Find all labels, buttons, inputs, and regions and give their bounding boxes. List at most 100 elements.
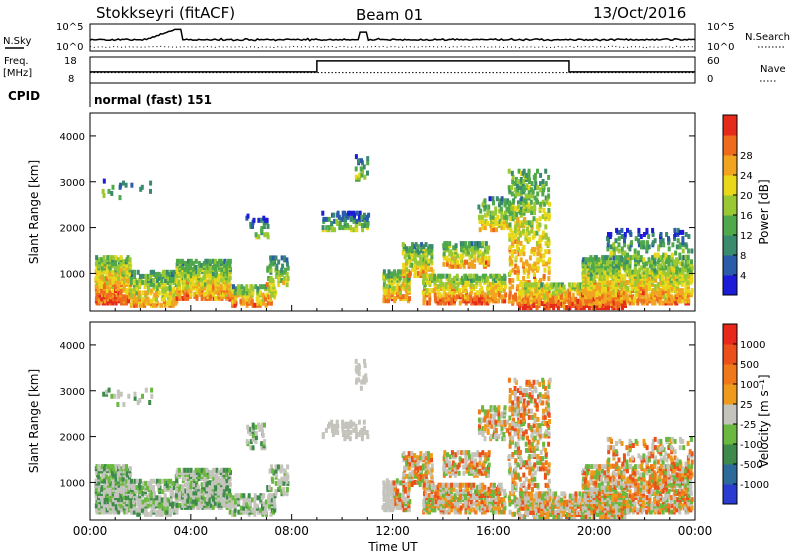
data-cell (236, 493, 240, 499)
data-cell (382, 294, 386, 300)
data-cell (522, 185, 526, 191)
data-cell (418, 260, 422, 266)
data-cell (530, 294, 534, 300)
data-cell (510, 240, 514, 246)
data-cell (464, 503, 468, 509)
data-cell (511, 284, 515, 290)
data-cell (209, 474, 213, 479)
data-cell (593, 273, 597, 279)
freq-label: Freq. (4, 56, 29, 67)
data-cell (122, 402, 126, 407)
data-cell (280, 267, 284, 273)
data-cell (539, 172, 543, 178)
data-cell (595, 292, 599, 298)
data-cell (438, 292, 442, 298)
data-cell (667, 290, 671, 296)
data-cell (503, 273, 507, 279)
data-cell (227, 480, 231, 486)
data-cell (144, 273, 148, 279)
data-cell (508, 222, 512, 228)
data-cell (464, 273, 468, 279)
data-cell (469, 296, 473, 302)
data-cell (396, 269, 400, 275)
data-cell (385, 492, 389, 498)
data-cell (150, 288, 154, 294)
data-cell (245, 300, 249, 306)
data-cell (631, 275, 635, 281)
station-title: Stokkseyri (fitACF) (96, 4, 235, 22)
data-cell (491, 493, 495, 498)
data-cell (267, 503, 271, 509)
data-cell (103, 259, 107, 265)
data-cell (669, 294, 673, 300)
data-cell (527, 174, 531, 180)
data-cell (407, 254, 411, 260)
data-cell (503, 505, 507, 511)
data-cell (614, 290, 618, 296)
data-cell (525, 183, 529, 189)
data-cell (517, 203, 520, 209)
data-cell (364, 373, 368, 379)
data-cell (358, 172, 362, 178)
data-cell (396, 505, 399, 511)
data-cell (582, 305, 586, 311)
data-cell (462, 241, 466, 247)
data-cell (359, 385, 363, 391)
data-cell (487, 259, 491, 265)
data-cell (536, 168, 539, 174)
data-cell (344, 421, 348, 427)
data-cell (537, 301, 541, 306)
data-cell (138, 282, 142, 288)
data-cell (445, 468, 448, 474)
data-cell (128, 466, 132, 472)
data-cell (95, 255, 99, 261)
data-cell (653, 267, 657, 273)
data-cell (138, 478, 142, 484)
data-cell (521, 296, 525, 302)
data-cell (124, 294, 128, 300)
data-cell (200, 482, 204, 488)
data-cell (140, 184, 144, 190)
data-cell (684, 254, 688, 260)
data-cell (455, 286, 459, 292)
data-cell (517, 168, 521, 174)
data-cell (247, 298, 251, 304)
data-cell (467, 482, 471, 488)
data-cell (606, 242, 610, 248)
data-cell (260, 422, 264, 428)
colorbar-segment (723, 215, 737, 236)
data-cell (598, 296, 602, 302)
data-cell (98, 269, 102, 275)
data-cell (453, 466, 457, 472)
data-cell (395, 478, 399, 484)
data-cell (438, 499, 442, 505)
data-cell (459, 241, 463, 247)
data-cell (146, 511, 150, 517)
data-cell (541, 230, 545, 236)
data-cell (286, 464, 290, 470)
data-cell (470, 468, 474, 474)
data-cell (274, 468, 278, 474)
data-cell (189, 258, 193, 264)
data-cell (481, 257, 485, 263)
data-cell (437, 495, 440, 501)
data-cell (450, 450, 454, 456)
data-cell (115, 490, 118, 496)
data-cell (636, 281, 640, 287)
data-cell (384, 499, 388, 504)
data-cell (430, 254, 434, 260)
data-cell (511, 253, 514, 259)
data-cell (678, 229, 682, 235)
data-cell (385, 273, 388, 279)
data-cell (639, 234, 643, 239)
data-cell (117, 275, 121, 281)
data-cell (592, 265, 596, 271)
data-cell (267, 276, 271, 281)
data-cell (242, 501, 246, 507)
data-cell (625, 294, 629, 300)
data-cell (189, 471, 193, 477)
data-cell (263, 422, 266, 428)
data-cell (106, 271, 110, 277)
data-cell (527, 168, 531, 174)
data-cell (541, 191, 545, 197)
